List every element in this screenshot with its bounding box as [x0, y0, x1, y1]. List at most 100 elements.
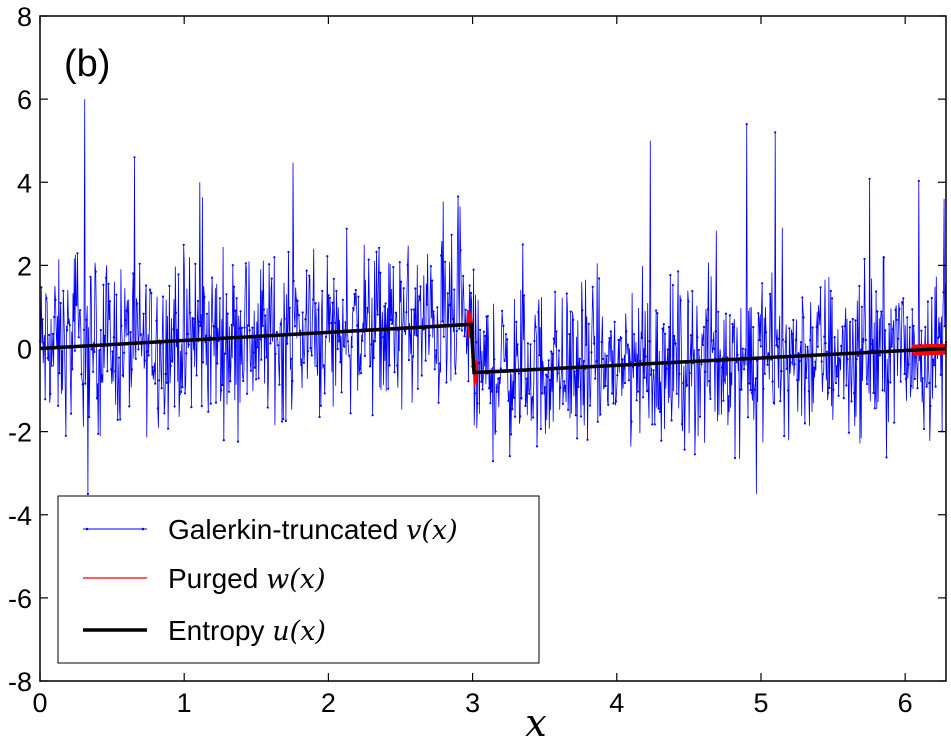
galerkin-point: [818, 314, 821, 317]
galerkin-point: [825, 350, 829, 353]
galerkin-point: [77, 336, 80, 339]
galerkin-point: [279, 322, 282, 325]
galerkin-point: [552, 337, 555, 340]
legend: Galerkin-truncated v(x) Purged w(x) Entr…: [57, 495, 540, 664]
galerkin-point: [410, 308, 413, 311]
galerkin-point: [669, 274, 672, 277]
galerkin-point: [143, 359, 146, 362]
galerkin-point: [620, 337, 623, 340]
galerkin-point: [438, 362, 441, 365]
galerkin-point: [242, 379, 245, 383]
galerkin-point: [167, 427, 170, 430]
galerkin-point: [853, 392, 856, 395]
galerkin-point: [850, 400, 853, 403]
galerkin-point: [295, 298, 298, 301]
galerkin-point: [99, 329, 102, 332]
galerkin-point: [345, 227, 348, 230]
galerkin-point: [885, 456, 888, 459]
galerkin-point: [763, 372, 766, 375]
galerkin-point: [532, 416, 535, 419]
galerkin-point: [648, 340, 651, 343]
galerkin-point: [331, 301, 334, 304]
galerkin-point: [192, 317, 196, 320]
galerkin-point: [700, 363, 703, 366]
galerkin-point: [139, 333, 143, 336]
galerkin-point: [548, 378, 552, 381]
galerkin-point: [302, 361, 306, 364]
galerkin-point: [260, 358, 263, 361]
galerkin-point: [196, 299, 199, 303]
galerkin-point: [889, 381, 892, 384]
galerkin-point: [623, 381, 627, 385]
entropy-line: [39, 322, 947, 375]
galerkin-point: [872, 391, 875, 394]
galerkin-point: [781, 338, 785, 341]
galerkin-point: [499, 367, 502, 370]
galerkin-point: [590, 351, 593, 354]
galerkin-point: [845, 384, 848, 387]
galerkin-point: [607, 403, 610, 406]
galerkin-point: [746, 416, 750, 419]
galerkin-point: [415, 334, 418, 337]
galerkin-point: [253, 366, 256, 369]
galerkin-point: [809, 339, 812, 342]
galerkin-point: [517, 372, 521, 375]
galerkin-point: [405, 311, 408, 314]
galerkin-point: [875, 290, 878, 293]
galerkin-point: [472, 268, 475, 271]
galerkin-point: [776, 345, 779, 348]
galerkin-point: [75, 303, 78, 306]
galerkin-point: [261, 324, 264, 327]
galerkin-point: [772, 401, 776, 405]
galerkin-point: [881, 389, 884, 392]
galerkin-point: [170, 360, 174, 363]
galerkin-point: [797, 352, 800, 355]
galerkin-point: [614, 400, 618, 403]
galerkin-point: [62, 289, 65, 292]
galerkin-point: [120, 324, 123, 327]
galerkin-point: [453, 288, 456, 291]
galerkin-point: [165, 381, 168, 384]
galerkin-point: [859, 348, 862, 351]
galerkin-point: [836, 375, 839, 378]
galerkin-point: [806, 345, 809, 348]
galerkin-point: [256, 346, 259, 349]
galerkin-point: [846, 358, 849, 361]
galerkin-point: [490, 390, 493, 393]
galerkin-point: [917, 179, 920, 183]
galerkin-point: [546, 375, 549, 378]
galerkin-point: [116, 418, 119, 421]
galerkin-point: [792, 318, 795, 322]
galerkin-point: [912, 324, 915, 327]
galerkin-point: [236, 440, 240, 443]
galerkin-point: [777, 337, 781, 340]
galerkin-point: [233, 285, 236, 288]
legend-text-entropy: Entropy: [168, 615, 272, 646]
galerkin-point: [189, 311, 192, 314]
galerkin-point: [569, 310, 572, 313]
galerkin-point: [717, 310, 720, 313]
galerkin-point: [908, 326, 911, 329]
galerkin-point: [779, 400, 782, 403]
galerkin-point: [451, 317, 454, 320]
galerkin-point: [319, 404, 322, 407]
galerkin-point: [318, 415, 321, 419]
panel-label: (b): [64, 43, 110, 85]
galerkin-point: [933, 364, 936, 367]
galerkin-point: [882, 256, 886, 259]
galerkin-point: [368, 365, 372, 368]
galerkin-point: [134, 357, 137, 360]
galerkin-point: [735, 360, 738, 364]
galerkin-point: [932, 358, 935, 361]
galerkin-point: [535, 445, 539, 448]
galerkin-point: [761, 282, 764, 285]
galerkin-point: [868, 177, 871, 180]
galerkin-point: [821, 373, 825, 376]
galerkin-point: [754, 377, 757, 380]
galerkin-point: [299, 329, 302, 332]
galerkin-point: [787, 389, 790, 392]
galerkin-point: [243, 326, 246, 329]
galerkin-point: [528, 392, 531, 395]
galerkin-point: [385, 324, 388, 327]
galerkin-point: [752, 326, 755, 329]
